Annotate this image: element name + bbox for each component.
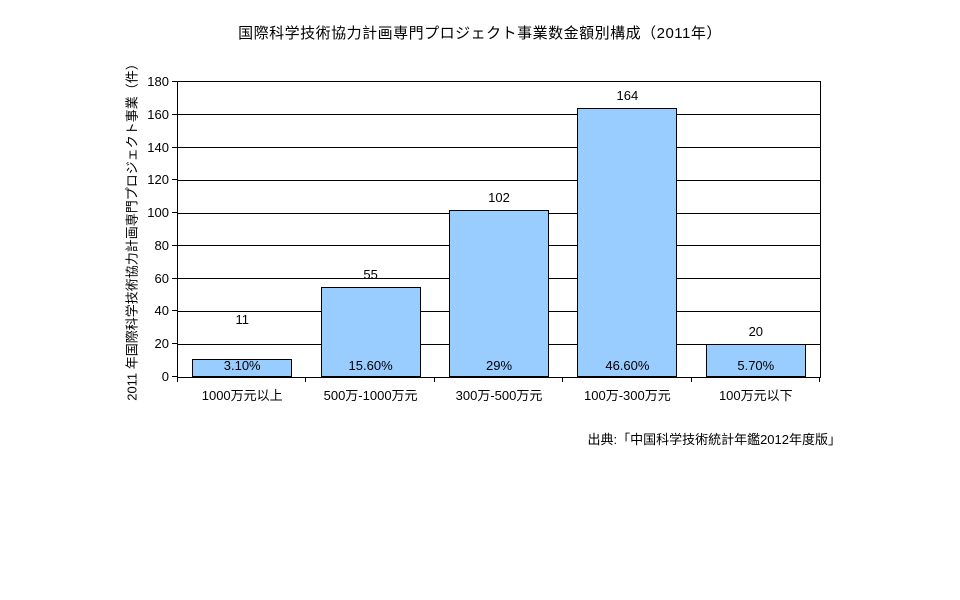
gridline bbox=[178, 179, 820, 181]
x-tick-mark bbox=[305, 378, 307, 382]
bar-value-label: 11 bbox=[235, 311, 249, 327]
y-tick-label: 160 bbox=[147, 106, 169, 122]
plot-area: 11 3.10% 55 15.60% 102 29% 164 46.60% 20 5.70% bbox=[177, 81, 821, 378]
x-category-label: 300万-500万元 bbox=[455, 388, 543, 403]
y-tick-label: 20 bbox=[154, 336, 169, 352]
bar-pct-label: 5.70% bbox=[737, 358, 775, 373]
gridline bbox=[178, 114, 820, 116]
y-tick-mark bbox=[172, 81, 177, 82]
y-tick-mark bbox=[172, 310, 177, 312]
bar-value-label: 55 bbox=[363, 266, 378, 282]
y-tick-label: 40 bbox=[154, 303, 169, 319]
y-tick-label: 60 bbox=[154, 270, 169, 286]
y-tick-label: 180 bbox=[147, 74, 169, 89]
y-tick-label: 0 bbox=[161, 369, 169, 384]
x-tick-mark bbox=[690, 378, 692, 382]
x-category-label: 1000万元以上 bbox=[201, 388, 283, 403]
x-tick-mark bbox=[433, 378, 435, 382]
y-tick-mark bbox=[172, 277, 177, 279]
x-tick-mark bbox=[819, 378, 820, 382]
source-note: 出典:「中国科学技術統計年鑑2012年度版」 bbox=[587, 432, 841, 447]
x-tick-mark bbox=[562, 378, 564, 382]
y-tick-mark bbox=[172, 212, 177, 214]
y-tick-label: 100 bbox=[147, 205, 169, 221]
y-tick-label: 120 bbox=[147, 172, 169, 188]
y-tick-mark bbox=[172, 179, 177, 181]
bar bbox=[320, 286, 421, 377]
x-category-label: 500万-1000万元 bbox=[323, 388, 418, 403]
bar bbox=[577, 108, 678, 377]
x-tick-mark bbox=[177, 378, 178, 382]
y-tick-mark bbox=[172, 113, 177, 115]
bar-value-label: 102 bbox=[488, 189, 510, 205]
y-tick-label: 140 bbox=[147, 139, 169, 155]
bar bbox=[449, 209, 549, 377]
y-tick-mark bbox=[172, 146, 177, 148]
y-tick-label: 80 bbox=[154, 237, 169, 253]
bar-pct-label: 46.60% bbox=[605, 358, 650, 373]
x-category-label: 100万元以下 bbox=[718, 388, 793, 403]
gridline bbox=[178, 147, 820, 149]
bar-value-label: 20 bbox=[748, 324, 764, 340]
x-category-label: 100万-300万元 bbox=[584, 388, 671, 403]
y-tick-mark bbox=[172, 244, 177, 246]
bar-pct-label: 3.10% bbox=[223, 358, 261, 373]
bar-pct-label: 29% bbox=[485, 358, 513, 373]
chart-title: 国際科学技術協力計画専門プロジェクト事業数金額別構成（2011年） bbox=[238, 25, 722, 42]
y-tick-mark bbox=[172, 376, 177, 377]
bar-pct-label: 15.60% bbox=[348, 358, 393, 373]
y-tick-mark bbox=[172, 343, 177, 345]
bar bbox=[705, 344, 806, 377]
bar-value-label: 164 bbox=[616, 88, 639, 104]
bar bbox=[192, 358, 293, 377]
